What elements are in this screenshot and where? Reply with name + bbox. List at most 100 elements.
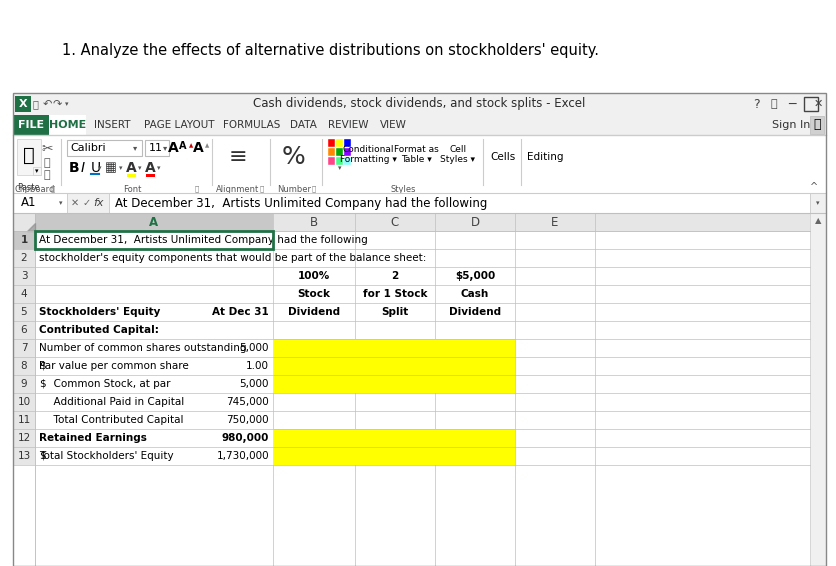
Text: $: $ [39,451,46,461]
Text: 5: 5 [21,307,28,317]
Text: At December 31,  Artists Unlimited Company had the following: At December 31, Artists Unlimited Compan… [115,196,487,209]
Text: E: E [551,216,558,229]
Text: DATA: DATA [289,120,316,130]
Text: 980,000: 980,000 [222,433,268,443]
Bar [13,357,35,375]
Text: fx: fx [94,198,104,208]
Text: ▾: ▾ [35,168,38,174]
Text: ↷: ↷ [52,99,62,109]
Bar [13,231,35,249]
Text: ^: ^ [809,182,817,192]
Text: 5,000: 5,000 [239,343,268,353]
Text: Paste: Paste [18,182,40,191]
Text: Cells: Cells [490,152,515,162]
Bar [328,139,334,147]
Bar [49,115,86,135]
Bar [328,157,334,165]
Text: ?: ? [752,97,758,110]
Text: $: $ [39,379,46,389]
Text: INSERT: INSERT [94,120,130,130]
Text: Cash: Cash [461,289,488,299]
Text: At December 31,  Artists Unlimited Company had the following: At December 31, Artists Unlimited Compan… [39,235,367,245]
Bar [435,339,514,357]
Text: ✓: ✓ [83,198,91,208]
Text: ▾: ▾ [138,165,141,171]
Text: Styles ▾: Styles ▾ [440,156,475,165]
Text: Dividend: Dividend [288,307,339,317]
Text: Styles: Styles [390,185,415,194]
Bar [13,411,809,429]
Text: A: A [125,161,136,175]
Text: ▾: ▾ [157,165,161,171]
Text: Dividend: Dividend [448,307,501,317]
Text: Retained Earnings: Retained Earnings [39,433,146,443]
Text: A1: A1 [21,196,37,209]
Text: 📋: 📋 [23,145,35,165]
Text: 13: 13 [18,451,31,461]
Text: Number: Number [277,185,311,194]
Text: 8: 8 [21,361,28,371]
Text: 9: 9 [21,379,28,389]
Text: ▾: ▾ [59,200,63,206]
Text: Par value per common share: Par value per common share [39,361,189,371]
Bar [354,357,435,375]
Bar [145,140,169,156]
Bar [435,357,514,375]
Bar [13,115,49,135]
Bar [13,285,809,303]
Text: A: A [150,216,158,229]
Text: I: I [81,161,85,175]
Text: 5,000: 5,000 [239,379,268,389]
Bar [13,249,809,267]
Bar [13,393,809,411]
Text: ▾: ▾ [119,165,123,171]
Bar [344,157,350,165]
Bar [145,174,155,177]
Bar [33,167,41,175]
Text: 3: 3 [21,271,28,281]
Bar [13,135,825,193]
Text: 12: 12 [18,433,31,443]
Text: ▾: ▾ [815,200,818,206]
Text: VIEW: VIEW [380,120,406,130]
Text: 11: 11 [18,415,31,425]
Text: U: U [91,161,101,175]
Text: %: % [282,145,305,169]
Bar [13,357,809,375]
Bar [13,93,825,115]
Bar [435,447,514,465]
Bar [435,375,514,393]
Text: ⧉: ⧉ [312,186,316,192]
Bar [354,429,435,447]
Text: 1. Analyze the effects of alternative distributions on stockholders' equity.: 1. Analyze the effects of alternative di… [62,42,599,58]
Bar [335,157,343,165]
Bar [354,447,435,465]
Bar [127,174,135,177]
Text: Split: Split [381,307,408,317]
Bar [35,213,273,231]
Text: Sign In: Sign In [771,120,809,130]
Bar [809,213,825,566]
Text: REVIEW: REVIEW [328,120,368,130]
Text: Cell: Cell [449,145,466,155]
Text: 2: 2 [391,271,398,281]
Text: 1: 1 [20,235,28,245]
Bar [13,429,35,447]
Text: ▲: ▲ [205,144,209,148]
Bar [435,429,514,447]
Bar [354,339,435,357]
Bar [273,357,354,375]
Text: ⧉: ⧉ [770,99,777,109]
Bar [13,193,825,213]
Text: $5,000: $5,000 [454,271,495,281]
Text: A: A [192,141,203,155]
Bar [328,148,334,156]
Text: ─: ─ [788,97,795,110]
Bar [13,339,35,357]
Text: 📄: 📄 [43,158,50,168]
Text: ⧉: ⧉ [259,186,264,192]
Text: Calibri: Calibri [70,143,105,153]
Bar [344,139,350,147]
Text: HOME: HOME [48,120,86,130]
Bar [13,213,35,231]
